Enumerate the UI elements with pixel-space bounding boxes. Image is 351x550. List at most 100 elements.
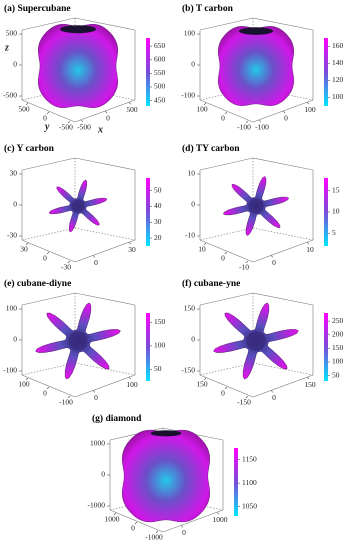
x-tick-label: 1000: [213, 515, 228, 524]
colorbar-tick-label: 1050: [242, 501, 257, 510]
panel: (b) T carbon 100 120 140 160 -100 0 100 100 0 -100…: [181, 3, 343, 132]
box-edge: [21, 17, 76, 31]
x-tick-label: 0: [94, 393, 98, 402]
colorbar: [324, 38, 328, 106]
colorbar-tick-label: 150: [154, 317, 166, 326]
y-tick-label: 100: [196, 105, 208, 114]
panel: (a) Supercubane 450 500 550 600 650 -500 0 500 50…: [3, 3, 165, 135]
colorbar-tick-label: 120: [332, 75, 344, 84]
z-tick-label: 0: [191, 60, 195, 69]
z-tick-label: -30: [7, 231, 17, 240]
box-edge: [21, 374, 76, 398]
colorbar-tick-label: 550: [154, 68, 166, 77]
x-tick-label: 0: [284, 114, 288, 123]
y-tick: [203, 377, 207, 381]
x-tick: [282, 110, 286, 114]
surface-top: [150, 430, 182, 437]
y-tick: [67, 260, 71, 264]
x-tick: [92, 255, 96, 258]
x-tick: [104, 110, 108, 114]
colorbar: [146, 313, 150, 381]
box-edge: [74, 374, 136, 398]
x-tick-label: -100: [255, 123, 269, 132]
y-tick-label: -10: [239, 263, 249, 272]
box-edge: [21, 99, 76, 123]
colorbar-tick-label: 200: [332, 329, 344, 338]
colorbar-tick-label: 1100: [242, 478, 257, 487]
y-tick: [224, 386, 228, 390]
axis-label: z: [4, 42, 9, 53]
z-tick-label: 10: [188, 169, 196, 178]
z-tick-label: 500: [6, 29, 18, 38]
y-tick: [224, 111, 228, 115]
box-edge: [74, 239, 136, 263]
x-tick: [270, 390, 274, 393]
box-edge: [199, 374, 254, 398]
colorbar-tick-label: 100: [154, 341, 166, 350]
x-tick: [216, 511, 220, 515]
y-tick-label: 500: [18, 105, 30, 114]
y-tick: [67, 120, 71, 124]
y-tick-label: 10: [198, 245, 206, 254]
x-tick: [92, 390, 96, 393]
y-tick: [203, 102, 207, 106]
y-tick-label: -30: [61, 263, 71, 272]
x-tick: [180, 525, 184, 528]
z-tick-label: 0: [101, 470, 105, 479]
panel: (d) TY carbon 5 10 15 -10 0 10 10 0 -10 0 10: [182, 143, 340, 272]
box-edge: [252, 239, 314, 263]
axis-label: y: [44, 121, 50, 132]
box-edge: [252, 17, 314, 31]
colorbar: [146, 178, 150, 246]
surface-core: [246, 331, 266, 351]
box-edge: [21, 239, 76, 263]
box-edge: [252, 227, 314, 241]
colorbar: [324, 313, 328, 381]
y-tick: [46, 386, 50, 390]
z-tick-label: -1000: [88, 501, 106, 510]
z-tick-label: 30: [10, 169, 18, 178]
colorbar-tick-label: 160: [332, 41, 344, 50]
colorbar-tick-label: 20: [154, 233, 162, 242]
z-tick-label: -10: [185, 231, 195, 240]
axis-label: x: [97, 124, 103, 135]
panel: (e) cubane-diyne 50 100 150 -100 0 100 100 0 -100…: [3, 278, 165, 407]
box-edge: [74, 362, 136, 376]
colorbar-tick-label: 10: [332, 207, 340, 216]
box-edge: [252, 157, 314, 171]
y-tick-label: 0: [221, 254, 225, 263]
x-tick: [128, 101, 132, 105]
panel-title: (c) Y carbon: [4, 143, 55, 154]
box-edge: [199, 239, 254, 263]
colorbar-tick-label: 5: [332, 228, 336, 237]
x-tick-label: 0: [182, 528, 186, 537]
y-tick-label: -100: [237, 123, 251, 132]
colorbar-tick-label: 140: [332, 58, 344, 67]
z-tick-label: 0: [13, 335, 17, 344]
y-tick: [67, 395, 71, 399]
y-tick: [155, 530, 159, 534]
x-tick: [306, 376, 310, 380]
y-tick-label: 0: [221, 114, 225, 123]
z-tick-label: 0: [13, 60, 17, 69]
box-edge: [199, 227, 254, 241]
surface: [217, 26, 295, 106]
z-tick-label: 150: [184, 304, 196, 313]
colorbar-tick-label: 1150: [242, 454, 257, 463]
y-tick-label: -1000: [145, 533, 163, 542]
z-tick-label: 100: [6, 304, 18, 313]
colorbar-tick-label: 50: [332, 370, 340, 379]
panel-title: (b) T carbon: [182, 3, 234, 14]
panel-title: (d) TY carbon: [182, 143, 240, 154]
box-edge: [74, 17, 136, 31]
box-edge: [199, 292, 254, 306]
colorbar: [324, 178, 328, 246]
colorbar-tick-label: 15: [332, 185, 340, 194]
x-tick: [258, 119, 262, 123]
box-edge: [199, 17, 254, 31]
x-tick-label: 30: [128, 245, 136, 254]
z-tick-label: 100: [184, 29, 196, 38]
colorbar-tick-label: 30: [154, 217, 162, 226]
y-tick-label: -150: [237, 398, 251, 407]
z-tick-label: 1000: [90, 439, 105, 448]
